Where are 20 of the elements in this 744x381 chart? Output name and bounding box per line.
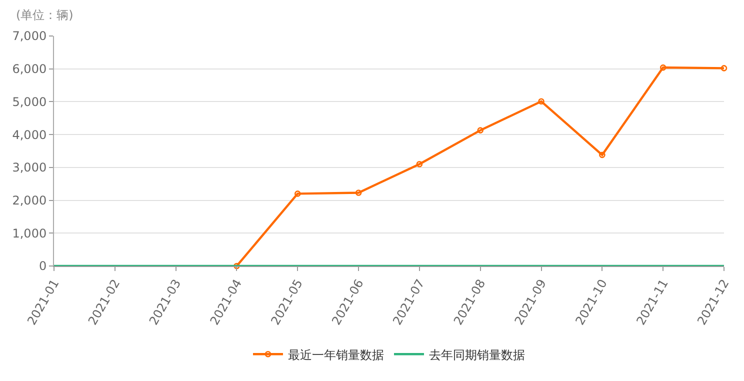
y-tick-label: 5,000 [12, 94, 47, 109]
y-tick-label: 3,000 [12, 160, 47, 175]
point [355, 190, 362, 196]
legend-label: 去年同期销量数据 [429, 348, 525, 362]
point [720, 65, 728, 72]
y-tick-label: 6,000 [12, 62, 47, 76]
y-tick-label: 0 [38, 259, 47, 274]
point [416, 160, 423, 168]
point [538, 98, 544, 105]
point [599, 152, 606, 158]
y-tick-label: 1,000 [12, 226, 47, 240]
y-tick-label: 7,000 [12, 29, 47, 44]
y-axis-title: (单位：辆) [16, 8, 74, 22]
point [294, 190, 301, 197]
legend-label: 最近一年销量数据 [288, 348, 384, 362]
point [234, 262, 240, 270]
y-tick-label: 4,000 [12, 128, 47, 142]
point [660, 64, 666, 71]
point [477, 127, 484, 134]
y-tick-label: 2,000 [12, 193, 47, 208]
